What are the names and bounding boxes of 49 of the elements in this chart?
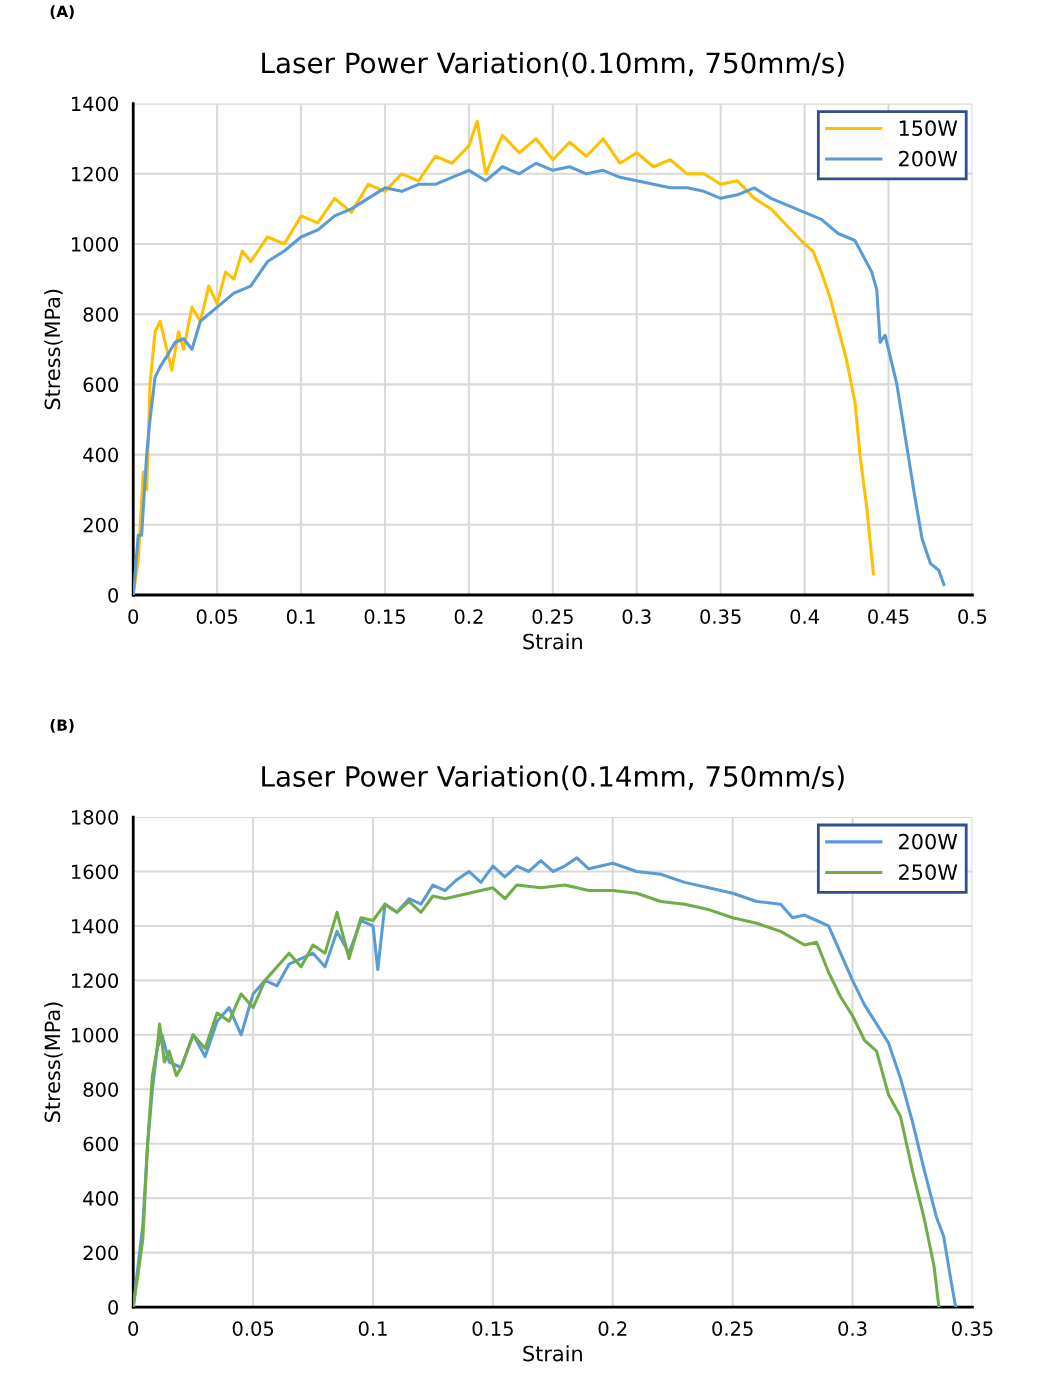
y-tick-label: 600 <box>83 1136 119 1152</box>
y-tick-label: 0 <box>108 1300 119 1315</box>
y-tick-label: 1000 <box>71 236 119 252</box>
y-tick-label: 200 <box>83 517 119 533</box>
y-tick-label: 400 <box>83 447 119 463</box>
legend-label: 150W <box>899 120 958 137</box>
y-tick-label: 1400 <box>71 96 119 112</box>
y-axis-title: Stress(MPa) <box>44 1002 63 1122</box>
x-tick-label: 0.2 <box>598 1321 627 1336</box>
legend-label: 250W <box>899 864 958 881</box>
x-tick-label: 0 <box>128 1321 139 1336</box>
chart-title: Laser Power Variation(0.14mm, 750mm/s) <box>262 765 844 791</box>
x-tick-label: 0.15 <box>364 609 405 624</box>
x-axis-title: Strain <box>523 1345 582 1362</box>
y-axis-title: Stress(MPa) <box>44 289 63 410</box>
x-tick-label: 0.2 <box>454 609 483 624</box>
x-tick-label: 0.25 <box>712 1321 753 1336</box>
y-tick-label: 800 <box>83 1082 119 1097</box>
x-tick-label: 0.05 <box>196 609 238 624</box>
x-tick-label: 0.4 <box>790 609 819 624</box>
x-tick-label: 0.3 <box>838 1321 867 1336</box>
legend-label: 200W <box>899 833 958 850</box>
y-tick-label: 1400 <box>71 918 119 934</box>
x-tick-label: 0.35 <box>700 609 741 624</box>
y-tick-label: 1600 <box>71 864 119 880</box>
y-tick-label: 0 <box>108 587 119 603</box>
x-axis-title: Strain <box>523 633 582 650</box>
x-tick-label: 0.25 <box>532 609 573 624</box>
x-tick-label: 0.35 <box>952 1321 993 1336</box>
x-tick-label: 0.3 <box>622 609 651 624</box>
y-tick-label: 1000 <box>71 1027 119 1043</box>
x-tick-label: 0.45 <box>868 609 909 624</box>
x-tick-label: 0.05 <box>232 1321 274 1336</box>
chart-title: Laser Power Variation(0.10mm, 750mm/s) <box>262 51 844 77</box>
y-tick-label: 1800 <box>71 810 119 825</box>
y-tick-label: 800 <box>83 307 119 322</box>
x-tick-label: 0.15 <box>472 1321 513 1336</box>
y-tick-label: 1200 <box>71 166 119 182</box>
x-tick-label: 0.1 <box>286 609 315 624</box>
y-tick-label: 1200 <box>71 973 119 989</box>
text: (A) <box>50 5 74 19</box>
x-tick-label: 0.5 <box>958 609 987 624</box>
legend-label: 200W <box>899 150 958 167</box>
x-tick-label: 0.1 <box>358 1321 387 1336</box>
y-tick-label: 200 <box>83 1245 119 1261</box>
y-tick-label: 400 <box>83 1191 119 1206</box>
y-tick-label: 600 <box>83 377 119 393</box>
text: (B) <box>50 719 74 733</box>
x-tick-label: 0 <box>128 609 139 624</box>
